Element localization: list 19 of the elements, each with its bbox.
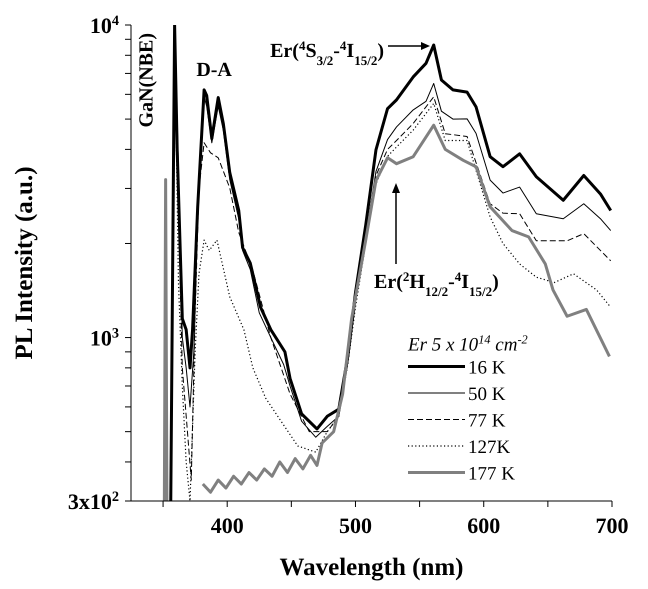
x-tick-label: 600 <box>467 513 500 538</box>
text: Er($^{2}$H$_{12/2}$-$^{4}$I$_{15/2}$) <box>374 268 499 298</box>
x-tick-label: 700 <box>596 513 628 538</box>
annotation: D-A <box>196 58 232 81</box>
legend-label: 50 K <box>468 384 506 405</box>
x-tick-label: 400 <box>210 513 244 538</box>
x-axis-title: Wavelength (nm) <box>279 554 464 581</box>
legend-title: Er 5 x 10$^{14}$ cm$^{-2}$ <box>407 332 528 356</box>
annotation: GaN(NBE) <box>136 33 158 128</box>
legend-label: 177 K <box>468 464 516 484</box>
y-tick-label: 3x10$^{2}$ <box>68 489 119 514</box>
text: Er($^{4}$S$_{3/2}$-$^{4}$I$_{15/2}$) <box>270 38 384 68</box>
legend-label: 16 K <box>468 358 506 378</box>
x-tick-label: 500 <box>338 513 372 538</box>
y-tick-label: 10$^{3}$ <box>90 326 119 351</box>
y-axis-title: PL Intensity (a.u.) <box>11 166 38 360</box>
legend-label: 77 K <box>468 410 506 432</box>
y-tick-label: 10$^{4}$ <box>90 13 119 38</box>
legend-label: 127K <box>468 437 510 458</box>
